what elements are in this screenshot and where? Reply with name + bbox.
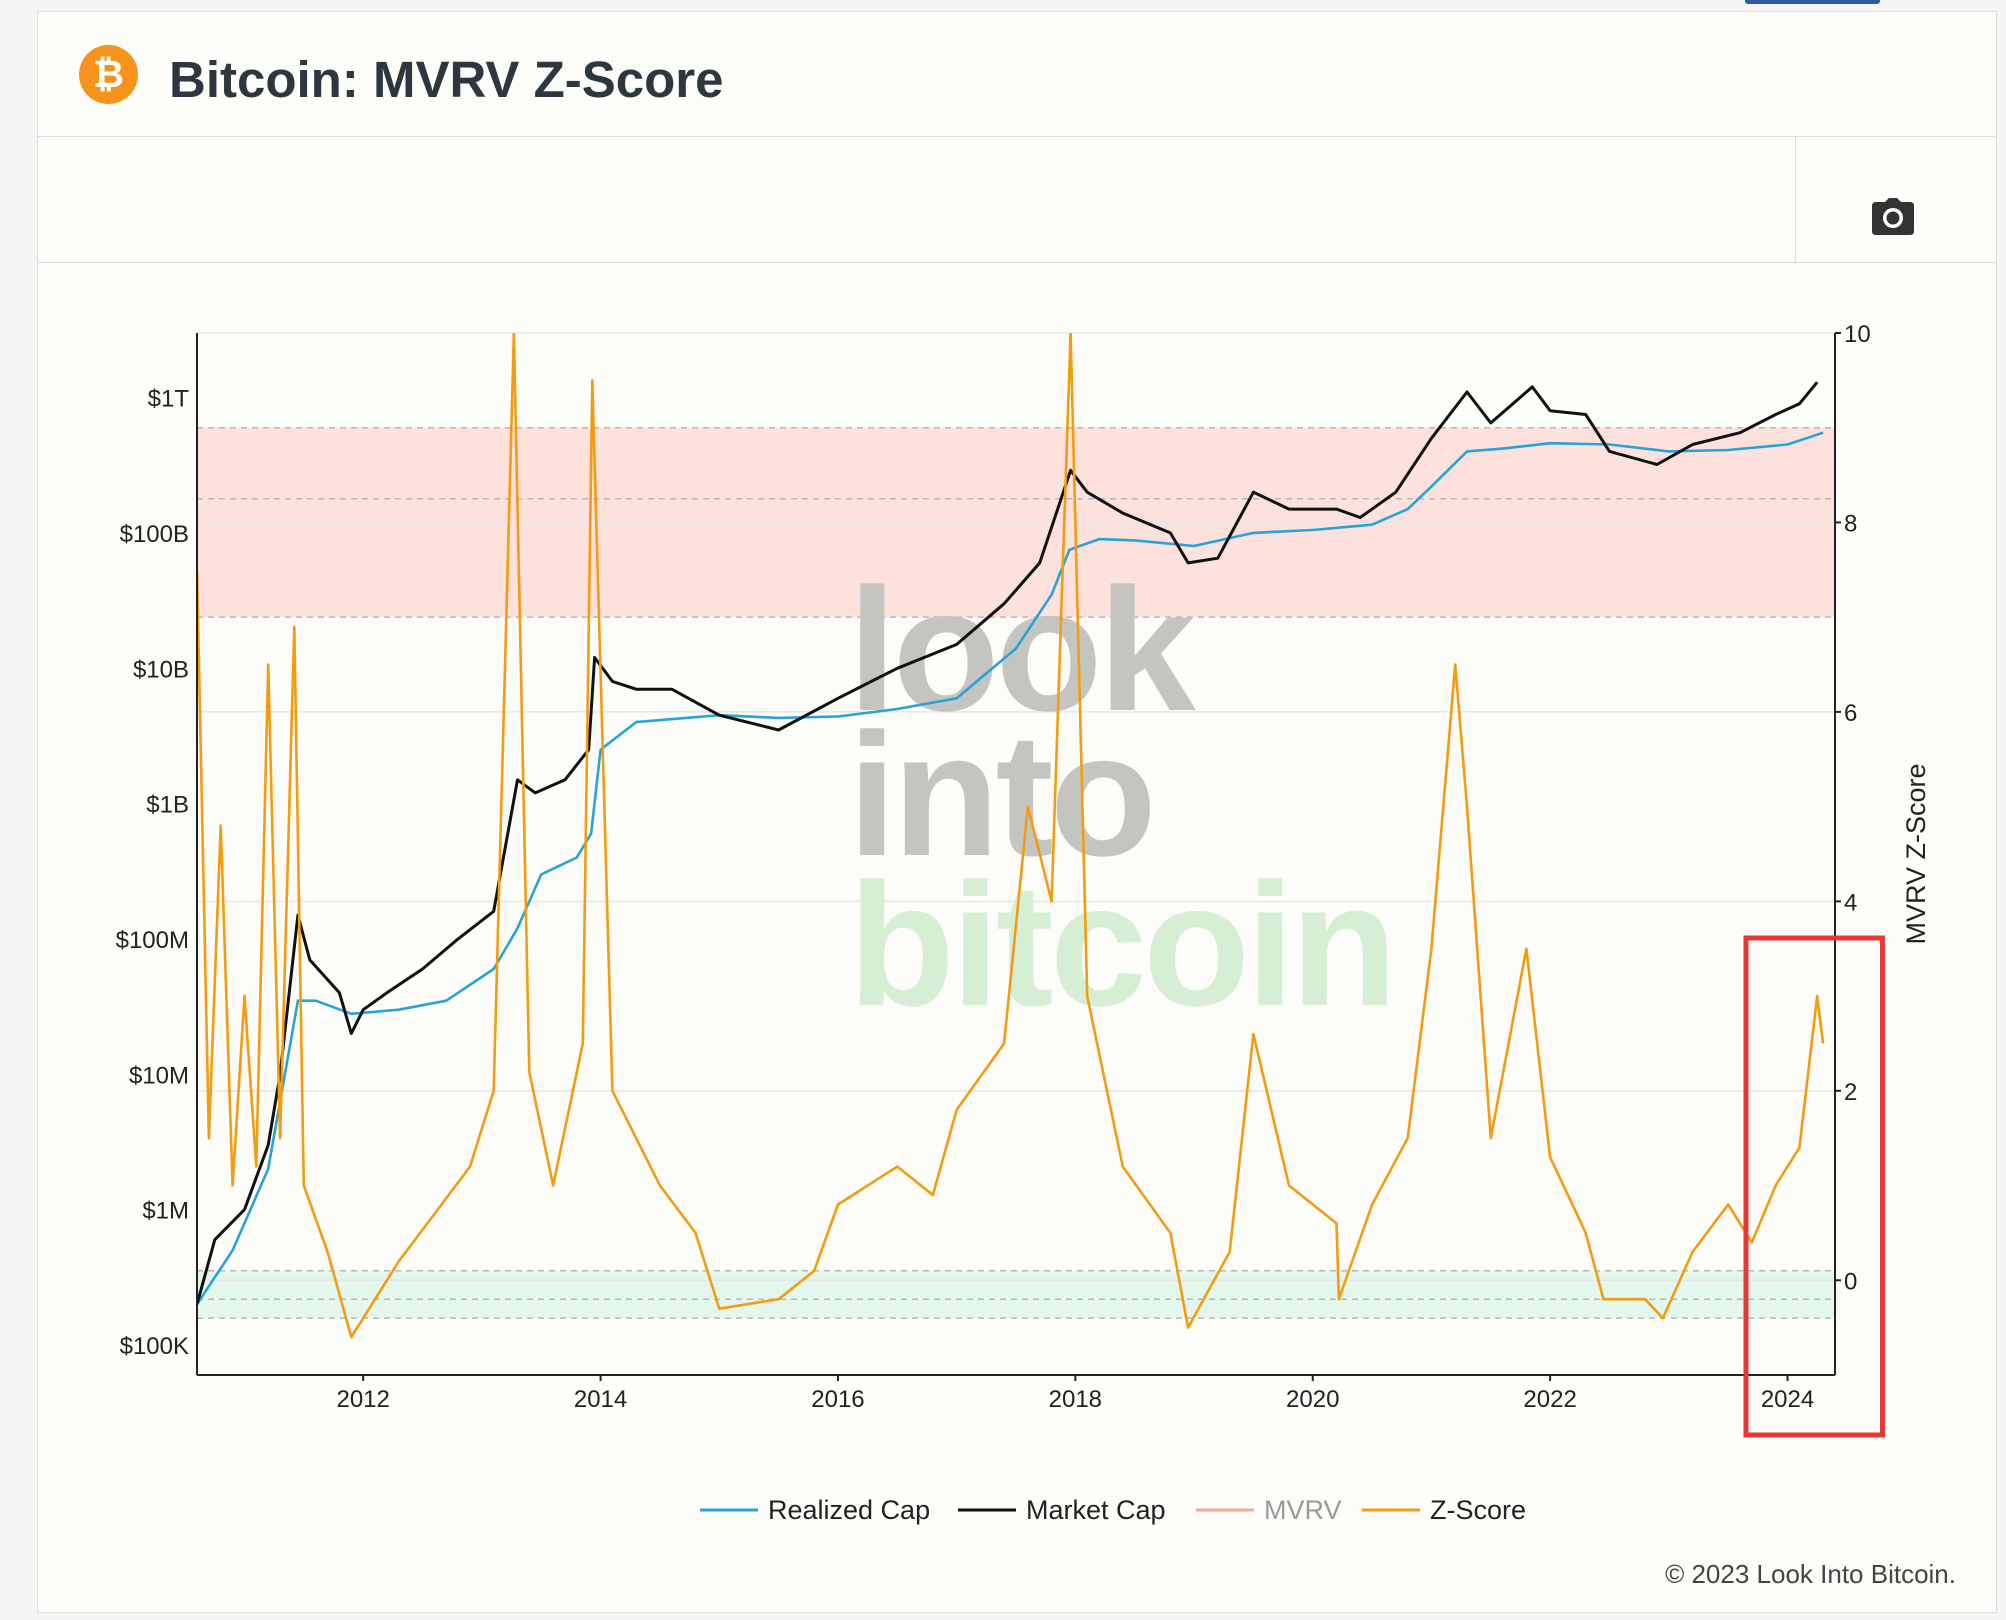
series-line-realized-cap <box>197 431 1824 1305</box>
highlight-box <box>1743 935 1885 1438</box>
bitcoin-icon: ₿ <box>79 45 138 104</box>
camera-icon[interactable] <box>1872 198 1914 236</box>
left-tick-label: $1T <box>148 386 190 413</box>
series-group <box>197 333 1825 1339</box>
right-tick-label: 6 <box>1844 700 1857 727</box>
legend-label: Market Cap <box>1026 1495 1166 1525</box>
series-line-z-score <box>197 333 1825 1339</box>
right-tick-label: 4 <box>1844 889 1857 916</box>
x-tick-label: 2012 <box>336 1386 389 1413</box>
card-header: ₿ Bitcoin: MVRV Z-Score <box>38 12 1996 137</box>
left-tick-label: $10B <box>133 656 189 683</box>
toolbar-divider <box>1795 136 1796 262</box>
left-tick-label: $100B <box>120 521 189 548</box>
svg-text:₿: ₿ <box>93 54 124 96</box>
right-tick-label: 10 <box>1844 321 1871 348</box>
right-tick-label: 8 <box>1844 510 1857 537</box>
left-tick-label: $1M <box>142 1198 189 1225</box>
page-title: Bitcoin: MVRV Z-Score <box>169 51 724 108</box>
x-tick-label: 2020 <box>1286 1386 1339 1413</box>
right-tick-label: 2 <box>1844 1079 1857 1106</box>
x-tick-label: 2022 <box>1523 1386 1576 1413</box>
x-tick-label: 2018 <box>1049 1386 1102 1413</box>
legend-label: Z-Score <box>1430 1495 1526 1525</box>
legend-label: Realized Cap <box>768 1495 930 1525</box>
zone-band-2 <box>197 1270 1835 1319</box>
x-tick-label: 2014 <box>574 1386 627 1413</box>
chart-card: ₿ Bitcoin: MVRV Z-Score © 2023 Look Into… <box>37 11 1997 1613</box>
x-tick-label: 2024 <box>1761 1386 1814 1413</box>
copyright-text: © 2023 Look Into Bitcoin. <box>1665 1559 1956 1589</box>
legend-label: MVRV <box>1264 1495 1342 1525</box>
right-axis-title: MVRV Z-Score <box>1901 763 1931 944</box>
chart-toolbar <box>38 136 1996 263</box>
series-line-market-cap <box>197 381 1819 1305</box>
watermark-into: into <box>848 698 1153 893</box>
top-tab-indicator <box>1745 0 1880 4</box>
right-tick-label: 0 <box>1844 1268 1857 1295</box>
watermark-look: look <box>848 553 1196 748</box>
x-tick-label: 2016 <box>811 1386 864 1413</box>
left-tick-label: $100M <box>116 927 189 954</box>
left-tick-label: $10M <box>129 1062 189 1089</box>
left-tick-label: $1B <box>146 792 189 819</box>
left-tick-label: $100K <box>120 1333 189 1360</box>
watermark-bitcoin: bitcoin <box>848 848 1394 1043</box>
